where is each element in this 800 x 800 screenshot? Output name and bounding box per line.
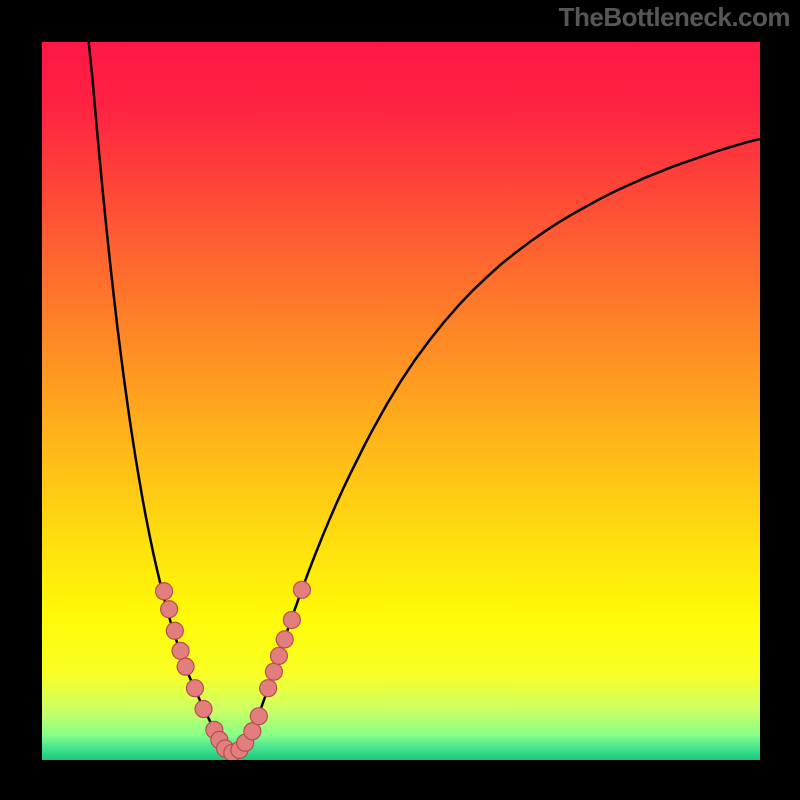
data-marker: [166, 622, 183, 639]
data-marker: [172, 642, 189, 659]
data-marker: [195, 701, 212, 718]
data-marker: [270, 647, 287, 664]
data-marker: [250, 708, 267, 725]
data-marker: [161, 601, 178, 618]
data-marker: [293, 581, 310, 598]
chart-background: [42, 42, 760, 760]
watermark-text: TheBottleneck.com: [559, 2, 790, 33]
data-marker: [283, 611, 300, 628]
data-marker: [156, 583, 173, 600]
data-marker: [260, 680, 277, 697]
data-marker: [276, 631, 293, 648]
data-marker: [244, 723, 261, 740]
data-marker: [186, 680, 203, 697]
data-marker: [177, 658, 194, 675]
chart-plot-area: [42, 42, 760, 760]
bottleneck-chart: [42, 42, 760, 760]
data-marker: [265, 663, 282, 680]
